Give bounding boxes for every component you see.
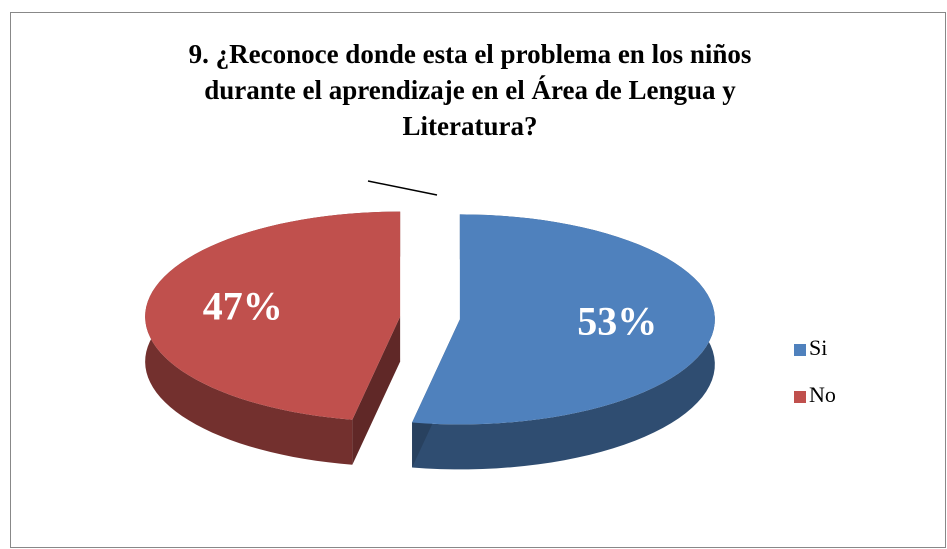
legend-label: No [809, 382, 836, 407]
chart-frame [10, 12, 946, 548]
slice-edge [352, 316, 401, 465]
data-label: 47% [203, 284, 283, 329]
legend-swatch [794, 344, 806, 356]
legend-label: Si [809, 335, 827, 360]
legend-swatch [794, 391, 806, 403]
data-label: 53% [577, 299, 657, 344]
chart-title: 9. ¿Reconoce donde esta el problema en l… [188, 39, 752, 141]
slice [412, 214, 715, 425]
slice [145, 211, 401, 420]
leader-line [367, 180, 438, 196]
